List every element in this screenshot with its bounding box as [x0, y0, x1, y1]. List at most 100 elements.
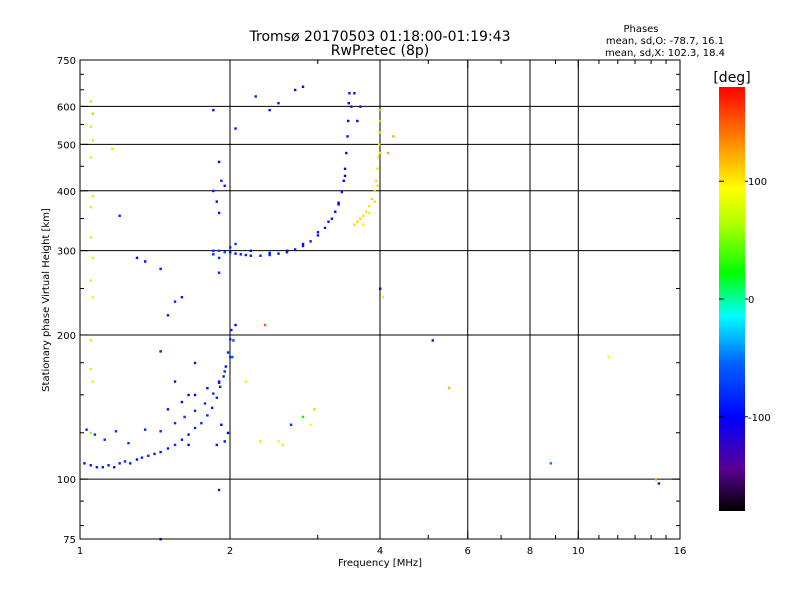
- echo-point: [309, 423, 312, 426]
- echo-point: [212, 249, 215, 253]
- echo-point: [212, 189, 215, 193]
- echo-point: [112, 466, 116, 469]
- echo-point: [234, 242, 237, 246]
- chart-title: Tromsø 20170503 01:18:00-01:19:43: [249, 29, 511, 45]
- echo-point: [254, 95, 257, 98]
- echo-point: [327, 220, 330, 223]
- echo-point: [206, 414, 209, 417]
- echo-point: [244, 380, 248, 383]
- echo-point: [217, 380, 221, 383]
- echo-point: [111, 147, 114, 150]
- echo-point: [231, 355, 234, 359]
- echo-point: [212, 392, 215, 395]
- echo-point: [277, 252, 280, 255]
- echo-point: [159, 450, 162, 454]
- echo-point: [353, 223, 356, 226]
- echo-point: [193, 426, 197, 430]
- echo-point: [348, 91, 351, 95]
- echo-point: [249, 254, 253, 257]
- colorbar-unit-label: [deg]: [713, 70, 750, 86]
- echo-point: [353, 91, 356, 95]
- echo-point: [285, 251, 289, 254]
- echo-point: [159, 350, 162, 353]
- echo-point: [217, 160, 221, 164]
- echo-point: [657, 482, 661, 485]
- echo-point: [123, 460, 127, 463]
- echo-point: [377, 156, 380, 159]
- echo-point: [91, 139, 95, 142]
- echo-point: [268, 253, 271, 257]
- echo-point: [193, 409, 197, 413]
- echo-point: [293, 88, 297, 92]
- echo-point: [89, 156, 92, 159]
- phase-stats-x: mean, sd,X: 102.3, 18.4: [605, 48, 725, 59]
- echo-point: [365, 210, 368, 213]
- echo-point: [229, 246, 232, 249]
- echo-point: [89, 236, 92, 239]
- echo-point: [193, 361, 197, 365]
- echo-point: [340, 190, 344, 194]
- echo-point: [381, 296, 385, 299]
- echo-point: [187, 433, 190, 436]
- echo-point: [223, 184, 226, 188]
- echo-point: [223, 440, 226, 443]
- echo-point: [217, 211, 221, 215]
- x-axis-label: Frequency [MHz]: [338, 558, 422, 569]
- echo-point: [549, 462, 553, 465]
- echo-point: [217, 249, 221, 253]
- echo-points: [83, 85, 661, 541]
- echo-point: [359, 217, 362, 220]
- echo-point: [373, 200, 376, 203]
- echo-point: [356, 220, 359, 223]
- y-tick-label: 500: [57, 140, 76, 151]
- echo-point: [379, 287, 382, 290]
- echo-point: [447, 386, 451, 390]
- echo-point: [166, 447, 170, 450]
- echo-point: [159, 430, 162, 433]
- echo-point: [234, 252, 237, 255]
- echo-point: [281, 443, 284, 447]
- echo-point: [166, 408, 170, 411]
- echo-point: [103, 438, 106, 441]
- echo-point: [301, 242, 305, 246]
- echo-point: [309, 240, 312, 243]
- echo-point: [370, 197, 374, 201]
- echo-point: [203, 402, 207, 405]
- echo-point: [375, 179, 378, 183]
- echo-point: [226, 351, 230, 354]
- echo-point: [313, 408, 316, 411]
- axes: 1 2 4 6 8 10 16 75 100 200 300 400 500 600 750: [57, 56, 686, 557]
- x-tick-label: 4: [377, 546, 383, 557]
- echo-point: [249, 249, 253, 253]
- echo-point: [232, 339, 235, 342]
- echo-point: [166, 314, 170, 317]
- echo-point: [101, 466, 104, 469]
- echo-point: [268, 108, 271, 112]
- echo-point: [206, 386, 209, 390]
- echo-point: [293, 248, 297, 251]
- y-tick-label: 300: [57, 247, 76, 258]
- echo-point: [392, 135, 395, 138]
- echo-point: [359, 105, 362, 108]
- echo-point: [223, 370, 226, 373]
- echo-point: [127, 441, 130, 445]
- echo-point: [373, 189, 376, 193]
- echo-point: [200, 421, 203, 425]
- echo-point: [187, 443, 190, 447]
- echo-point: [220, 423, 223, 426]
- echo-point: [367, 204, 371, 208]
- echo-point: [289, 423, 293, 426]
- echo-point: [187, 393, 190, 397]
- echo-point: [224, 365, 228, 368]
- echo-point: [135, 458, 139, 461]
- echo-point: [277, 101, 280, 105]
- y-tick-label: 75: [63, 535, 76, 546]
- echo-point: [334, 210, 337, 213]
- echo-point: [217, 488, 221, 492]
- echo-point: [217, 256, 221, 260]
- echo-point: [229, 251, 232, 254]
- phase-stats-o: mean, sd,O: -78.7, 16.1: [606, 36, 724, 47]
- echo-point: [226, 431, 230, 435]
- echo-point: [217, 381, 221, 385]
- echo-point: [323, 226, 327, 230]
